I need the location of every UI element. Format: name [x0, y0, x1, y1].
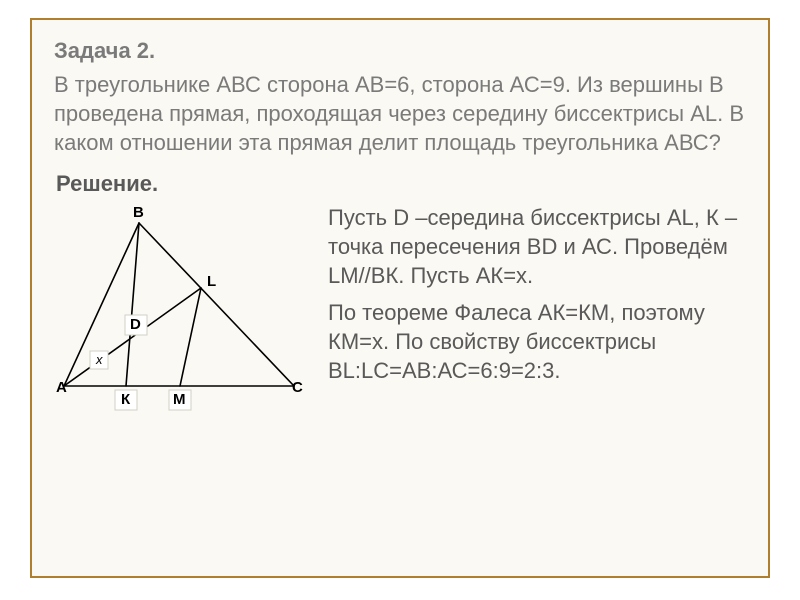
solution-label: Решение.	[56, 171, 746, 197]
problem-text: В треугольнике АВС сторона АВ=6, сторона…	[54, 70, 746, 157]
svg-text:В: В	[133, 204, 144, 221]
task-title: Задача 2.	[54, 38, 746, 64]
slide-card: Задача 2. В треугольнике АВС сторона АВ=…	[30, 18, 770, 578]
solution-text: Пусть D –середина биссектрисы АL, К – то…	[328, 201, 746, 441]
svg-text:М: М	[173, 391, 186, 408]
svg-text:x: x	[95, 352, 103, 367]
svg-text:L: L	[207, 273, 216, 290]
svg-text:D: D	[130, 316, 141, 333]
svg-text:С: С	[292, 379, 303, 396]
triangle-diagram: А В С L D К Мx	[54, 201, 314, 441]
svg-text:А: А	[56, 379, 67, 396]
solution-para-2: По теореме Фалеса АК=КМ, поэтому КМ=х. П…	[328, 298, 746, 385]
solution-para-1: Пусть D –середина биссектрисы АL, К – то…	[328, 203, 746, 290]
solution-row: А В С L D К Мx Пусть D –середина биссектрисы А…	[54, 201, 746, 441]
triangle-svg: А В С L D К Мx	[54, 201, 314, 441]
svg-text:К: К	[121, 391, 131, 408]
